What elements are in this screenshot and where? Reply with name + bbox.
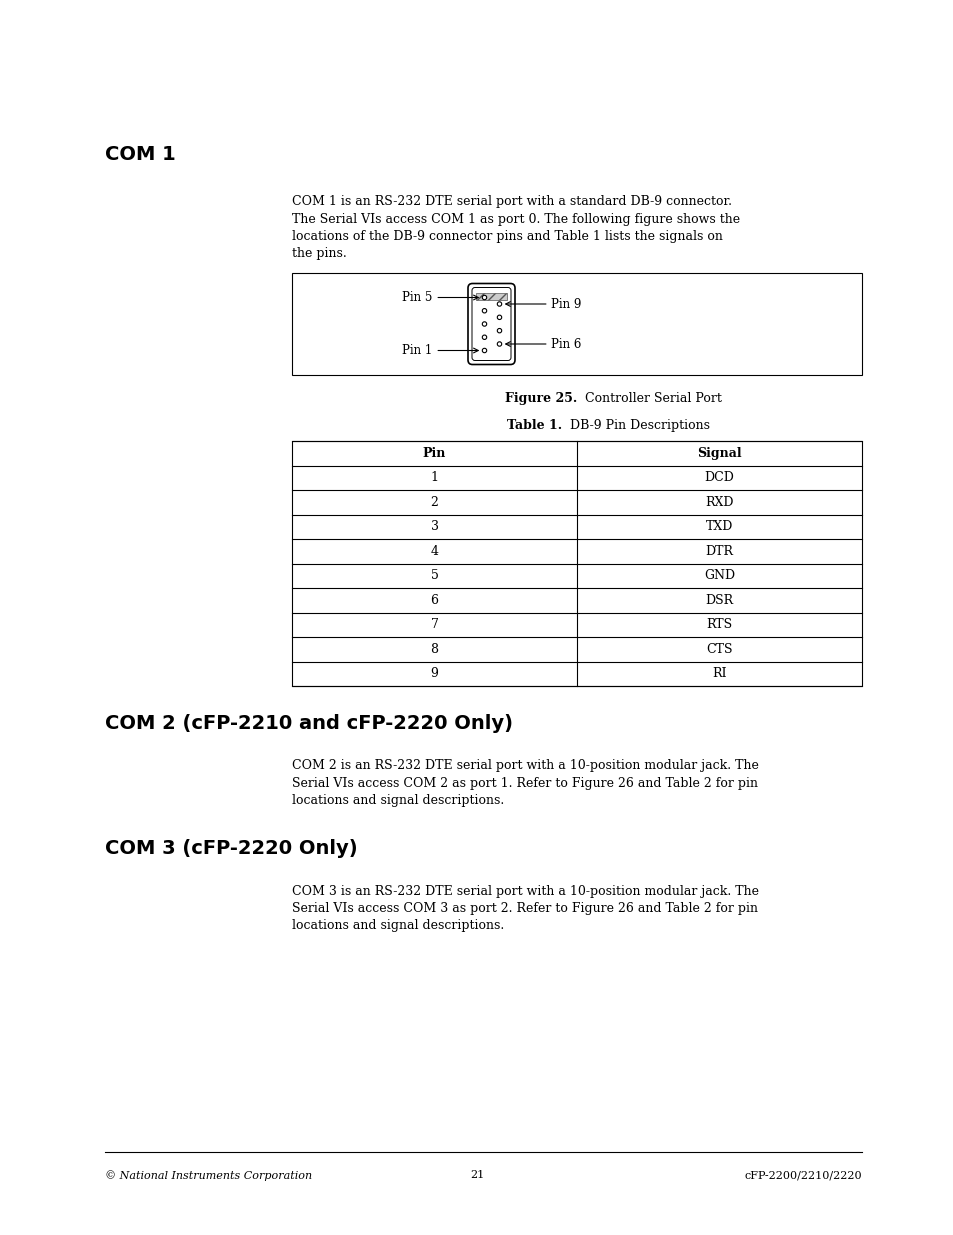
Text: 2: 2 [430,495,438,509]
Text: COM 2 is an RS-232 DTE serial port with a 10-position modular jack. The: COM 2 is an RS-232 DTE serial port with … [292,760,758,772]
Text: Pin 6: Pin 6 [505,337,581,351]
Bar [292,441,862,685]
Text: © National Instruments Corporation: © National Instruments Corporation [105,1170,312,1181]
Bar [476,293,506,300]
Circle shape [497,342,501,346]
Text: Pin: Pin [422,447,446,459]
Circle shape [482,309,486,312]
Text: Serial VIs access COM 3 as port 2. Refer to Figure 26 and Table 2 for pin: Serial VIs access COM 3 as port 2. Refer… [292,902,758,915]
Text: 3: 3 [430,520,438,534]
Text: Figure 25.: Figure 25. [504,391,577,405]
Text: DTR: DTR [705,545,733,558]
Text: Serial VIs access COM 2 as port 1. Refer to Figure 26 and Table 2 for pin: Serial VIs access COM 2 as port 1. Refer… [292,777,758,789]
Text: locations and signal descriptions.: locations and signal descriptions. [292,794,504,806]
Text: Table 1.: Table 1. [506,419,561,432]
FancyBboxPatch shape [468,284,515,364]
Text: the pins.: the pins. [292,247,346,261]
Text: COM 1 is an RS-232 DTE serial port with a standard DB-9 connector.: COM 1 is an RS-232 DTE serial port with … [292,195,731,207]
Text: 6: 6 [430,594,438,606]
Circle shape [482,335,486,340]
Text: 8: 8 [430,642,438,656]
Text: 9: 9 [430,667,438,680]
Text: COM 3 (cFP-2220 Only): COM 3 (cFP-2220 Only) [105,840,357,858]
Text: The Serial VIs access COM 1 as port 0. The following figure shows the: The Serial VIs access COM 1 as port 0. T… [292,212,740,226]
Text: CTS: CTS [705,642,732,656]
Text: locations and signal descriptions.: locations and signal descriptions. [292,920,504,932]
Circle shape [497,301,501,306]
Text: RXD: RXD [704,495,733,509]
Circle shape [482,322,486,326]
Text: DB-9 Pin Descriptions: DB-9 Pin Descriptions [561,419,709,432]
Text: Pin 1: Pin 1 [402,345,477,357]
Text: Pin 5: Pin 5 [402,291,477,304]
Text: cFP-2200/2210/2220: cFP-2200/2210/2220 [743,1170,862,1179]
Text: DSR: DSR [704,594,733,606]
Text: Signal: Signal [697,447,741,459]
Circle shape [497,329,501,333]
Text: 21: 21 [470,1170,483,1179]
Text: Pin 9: Pin 9 [505,298,581,310]
Text: locations of the DB-9 connector pins and Table 1 lists the signals on: locations of the DB-9 connector pins and… [292,230,722,243]
Text: TXD: TXD [705,520,733,534]
Bar [292,273,862,375]
Text: RTS: RTS [706,619,732,631]
Text: 1: 1 [430,472,438,484]
Text: 5: 5 [430,569,438,582]
Circle shape [482,348,486,353]
Text: RI: RI [712,667,726,680]
Text: COM 3 is an RS-232 DTE serial port with a 10-position modular jack. The: COM 3 is an RS-232 DTE serial port with … [292,884,759,898]
Circle shape [497,315,501,320]
Text: Controller Serial Port: Controller Serial Port [577,391,721,405]
Text: 4: 4 [430,545,438,558]
FancyBboxPatch shape [472,288,511,361]
Text: GND: GND [703,569,735,582]
Text: DCD: DCD [704,472,734,484]
Circle shape [482,295,486,300]
Text: COM 1: COM 1 [105,144,175,164]
Text: COM 2 (cFP-2210 and cFP-2220 Only): COM 2 (cFP-2210 and cFP-2220 Only) [105,714,513,734]
Text: 7: 7 [430,619,438,631]
